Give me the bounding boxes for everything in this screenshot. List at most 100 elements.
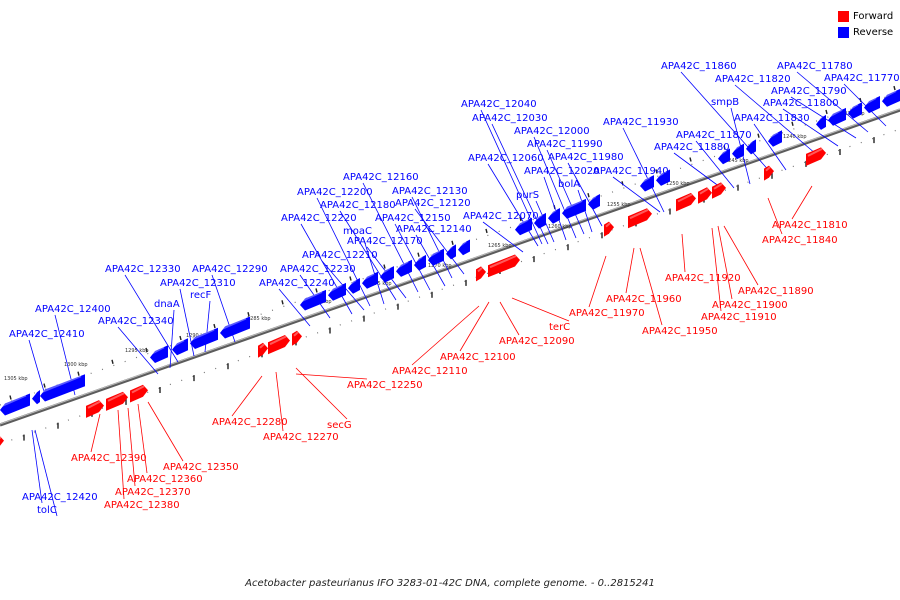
reverse-gene-label[interactable]: purS <box>516 190 539 201</box>
reverse-gene-label[interactable]: smpB <box>711 97 739 108</box>
forward-gene-arrow[interactable] <box>0 435 4 449</box>
forward-gene-label[interactable]: APA42C_12350 <box>163 462 239 473</box>
forward-gene-arrow[interactable] <box>764 165 774 181</box>
reverse-gene-label[interactable]: APA42C_11830 <box>734 113 810 124</box>
reverse-gene-label[interactable]: APA42C_11800 <box>763 98 839 109</box>
reverse-gene-label[interactable]: APA42C_12040 <box>461 99 537 110</box>
reverse-gene-arrow[interactable] <box>446 244 456 260</box>
reverse-gene-arrow[interactable] <box>515 217 532 236</box>
reverse-gene-arrow[interactable] <box>348 278 360 294</box>
forward-gene-label[interactable]: APA42C_11840 <box>762 235 838 246</box>
reverse-gene-arrow[interactable] <box>300 289 326 311</box>
reverse-gene-label[interactable]: APA42C_12160 <box>343 172 419 183</box>
reverse-gene-label[interactable]: APA42C_12290 <box>192 264 268 275</box>
forward-gene-label[interactable]: APA42C_11970 <box>569 308 645 319</box>
forward-gene-arrow[interactable] <box>698 187 712 204</box>
reverse-gene-arrow[interactable] <box>362 271 378 289</box>
reverse-gene-label[interactable]: APA42C_11930 <box>603 117 679 128</box>
reverse-gene-label[interactable]: APA42C_12230 <box>280 264 356 275</box>
forward-gene-label[interactable]: APA42C_12250 <box>347 380 423 391</box>
forward-gene-label[interactable]: secG <box>327 420 352 431</box>
forward-gene-arrow[interactable] <box>712 182 726 199</box>
reverse-gene-arrow[interactable] <box>816 114 826 130</box>
forward-gene-arrow[interactable] <box>130 384 148 403</box>
reverse-gene-label[interactable]: APA42C_11770 <box>824 73 900 84</box>
reverse-gene-label[interactable]: bolA <box>558 179 580 190</box>
reverse-gene-arrow[interactable] <box>864 96 880 114</box>
reverse-gene-arrow[interactable] <box>380 266 394 283</box>
reverse-gene-arrow[interactable] <box>640 175 654 192</box>
reverse-gene-arrow[interactable] <box>190 327 218 349</box>
reverse-gene-label[interactable]: APA42C_12030 <box>472 113 548 124</box>
reverse-gene-arrow[interactable] <box>32 390 40 405</box>
reverse-gene-label[interactable]: APA42C_12150 <box>375 213 451 224</box>
reverse-gene-arrow[interactable] <box>172 338 188 356</box>
reverse-gene-arrow[interactable] <box>220 316 250 339</box>
reverse-gene-arrow[interactable] <box>396 259 412 277</box>
forward-gene-label[interactable]: APA42C_12270 <box>263 432 339 443</box>
reverse-gene-label[interactable]: APA42C_12330 <box>105 264 181 275</box>
reverse-gene-label[interactable]: APA42C_12130 <box>392 186 468 197</box>
reverse-gene-label[interactable]: APA42C_12120 <box>395 198 471 209</box>
forward-gene-arrow[interactable] <box>628 208 652 229</box>
reverse-gene-arrow[interactable] <box>848 102 862 119</box>
reverse-gene-label[interactable]: APA42C_12210 <box>302 250 378 261</box>
reverse-gene-label[interactable]: APA42C_11820 <box>715 74 791 85</box>
reverse-gene-arrow[interactable] <box>458 239 470 256</box>
reverse-gene-label[interactable]: APA42C_12060 <box>468 153 544 164</box>
reverse-gene-arrow[interactable] <box>732 143 744 160</box>
forward-gene-arrow[interactable] <box>292 330 302 346</box>
reverse-gene-label[interactable]: APA42C_12170 <box>347 236 423 247</box>
forward-gene-arrow[interactable] <box>106 391 128 411</box>
reverse-gene-label[interactable]: APA42C_12420 <box>22 492 98 503</box>
reverse-gene-label[interactable]: APA42C_12410 <box>9 329 85 340</box>
reverse-gene-label[interactable]: APA42C_12340 <box>98 316 174 327</box>
reverse-gene-label[interactable]: APA42C_12070 <box>463 211 539 222</box>
reverse-gene-arrow[interactable] <box>328 282 346 301</box>
reverse-gene-label[interactable]: APA42C_12000 <box>514 126 590 137</box>
reverse-gene-label[interactable]: APA42C_11940 <box>593 166 669 177</box>
reverse-gene-arrow[interactable] <box>882 89 900 107</box>
forward-gene-arrow[interactable] <box>488 254 520 278</box>
reverse-gene-label[interactable]: APA42C_12240 <box>259 278 335 289</box>
forward-gene-arrow[interactable] <box>806 147 826 166</box>
reverse-gene-label[interactable]: recF <box>190 290 212 301</box>
forward-gene-label[interactable]: APA42C_12280 <box>212 417 288 428</box>
forward-gene-arrow[interactable] <box>268 335 290 355</box>
forward-gene-label[interactable]: APA42C_11810 <box>772 220 848 231</box>
reverse-gene-arrow[interactable] <box>40 374 85 402</box>
forward-gene-arrow[interactable] <box>604 221 614 237</box>
reverse-gene-label[interactable]: APA42C_12180 <box>320 200 396 211</box>
forward-gene-arrow[interactable] <box>676 192 696 212</box>
reverse-gene-arrow[interactable] <box>548 208 560 224</box>
reverse-gene-arrow[interactable] <box>534 212 546 229</box>
reverse-gene-label[interactable]: APA42C_11880 <box>654 142 730 153</box>
forward-gene-label[interactable]: APA42C_11950 <box>642 326 718 337</box>
reverse-gene-label[interactable]: APA42C_11790 <box>771 86 847 97</box>
reverse-gene-arrow[interactable] <box>588 194 600 210</box>
reverse-gene-label[interactable]: moaC <box>343 226 372 237</box>
reverse-gene-arrow[interactable] <box>428 248 444 266</box>
reverse-gene-label[interactable]: APA42C_11860 <box>661 61 737 72</box>
reverse-gene-label[interactable]: APA42C_12220 <box>281 213 357 224</box>
forward-gene-label[interactable]: APA42C_12360 <box>127 474 203 485</box>
forward-gene-label[interactable]: APA42C_12380 <box>104 500 180 511</box>
forward-gene-label[interactable]: APA42C_12110 <box>392 366 468 377</box>
reverse-gene-label[interactable]: APA42C_12400 <box>35 304 111 315</box>
forward-gene-label[interactable]: APA42C_12100 <box>440 352 516 363</box>
reverse-gene-arrow[interactable] <box>828 107 846 126</box>
reverse-gene-label[interactable]: APA42C_12200 <box>297 187 373 198</box>
forward-gene-label[interactable]: APA42C_12390 <box>71 453 147 464</box>
reverse-gene-label[interactable]: dnaA <box>154 299 180 310</box>
reverse-gene-arrow[interactable] <box>656 169 670 186</box>
forward-gene-label[interactable]: APA42C_11960 <box>606 294 682 305</box>
reverse-gene-label[interactable]: APA42C_11870 <box>676 130 752 141</box>
forward-gene-arrow[interactable] <box>86 400 104 418</box>
reverse-gene-label[interactable]: APA42C_11990 <box>527 139 603 150</box>
reverse-gene-label[interactable]: APA42C_12020 <box>524 166 600 177</box>
forward-gene-label[interactable]: APA42C_11890 <box>738 286 814 297</box>
reverse-gene-label[interactable]: tolC <box>37 505 57 516</box>
forward-gene-label[interactable]: APA42C_11920 <box>665 273 741 284</box>
reverse-gene-arrow[interactable] <box>718 148 730 165</box>
forward-gene-label[interactable]: APA42C_11910 <box>701 312 777 323</box>
